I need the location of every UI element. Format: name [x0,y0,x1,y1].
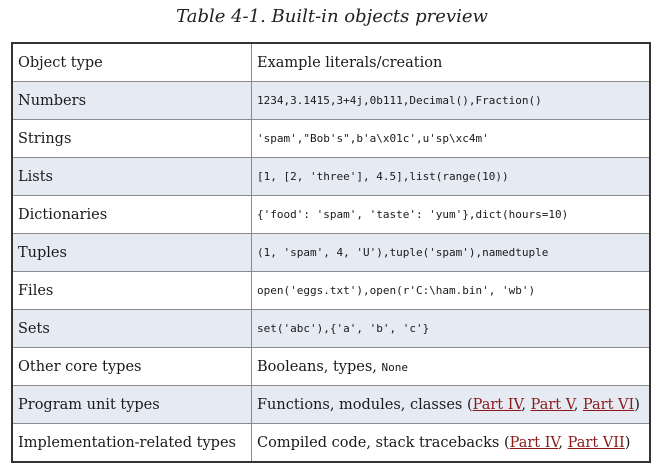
row-type: Implementation-related types [11,423,252,463]
row-type: Numbers [11,81,252,120]
close-paren: ) [634,396,640,413]
row-example: {'food': 'spam', 'taste': 'yum'},dict(ho… [251,195,651,234]
link-part-vii[interactable]: Part VII [567,434,625,451]
table-row: Strings 'spam',"Bob's",b'a\x01c',u'sp\xc… [11,119,651,158]
close-paren: ) [624,434,631,451]
table-row: Other core types Booleans, types, None [11,347,651,386]
link-part-iv[interactable]: Part IV [509,434,559,451]
table-row: Dictionaries {'food': 'spam', 'taste': '… [11,195,651,234]
table-row: Lists [1, [2, 'three'], 4.5],list(range(… [11,157,651,196]
table-row: Sets set('abc'),{'a', 'b', 'c'} [11,309,651,348]
row-example: 'spam',"Bob's",b'a\x01c',u'sp\xc4m' [251,119,651,158]
impl-text: Compiled code, stack tracebacks ( [257,434,510,451]
row-example: open('eggs.txt'),open(r'C:\ham.bin', 'wb… [251,271,651,310]
row-example: Booleans, types, None [251,347,651,386]
builtin-objects-table: Object type Example literals/creation Nu… [11,42,651,463]
link-part-v[interactable]: Part V [530,396,574,413]
table-caption: Table 4-1. Built-in objects preview [176,6,488,27]
other-core-text: Booleans, types, [257,358,382,375]
row-type: Files [11,271,252,310]
none-code: None [381,360,409,374]
row-type: Other core types [11,347,252,386]
row-example: Compiled code, stack tracebacks (Part IV… [251,423,651,463]
row-example: (1, 'spam', 4, 'U'),tuple('spam'),namedt… [251,233,651,272]
table-row: Numbers 1234,3.1415,3+4j,0b111,Decimal()… [11,81,651,120]
header-row: Object type Example literals/creation [11,42,651,82]
row-example: [1, [2, 'three'], 4.5],list(range(10)) [251,157,651,196]
row-example: Functions, modules, classes (Part IV, Pa… [251,385,651,424]
row-example: 1234,3.1415,3+4j,0b111,Decimal(),Fractio… [251,81,651,120]
table-row: Files open('eggs.txt'),open(r'C:\ham.bin… [11,271,651,310]
row-type: Strings [11,119,252,158]
table-row: Program unit types Functions, modules, c… [11,385,651,424]
table-row: Implementation-related types Compiled co… [11,423,651,463]
row-type: Tuples [11,233,252,272]
link-part-iv[interactable]: Part IV [472,396,522,413]
row-type: Sets [11,309,252,348]
program-unit-text: Functions, modules, classes ( [257,396,473,413]
row-type: Dictionaries [11,195,252,234]
table-row: Tuples (1, 'spam', 4, 'U'),tuple('spam')… [11,233,651,272]
link-part-vi[interactable]: Part VI [582,396,635,413]
row-example: set('abc'),{'a', 'b', 'c'} [251,309,651,348]
row-type: Lists [11,157,252,196]
header-object-type: Object type [11,42,252,82]
header-example: Example literals/creation [251,42,651,82]
row-type: Program unit types [11,385,252,424]
